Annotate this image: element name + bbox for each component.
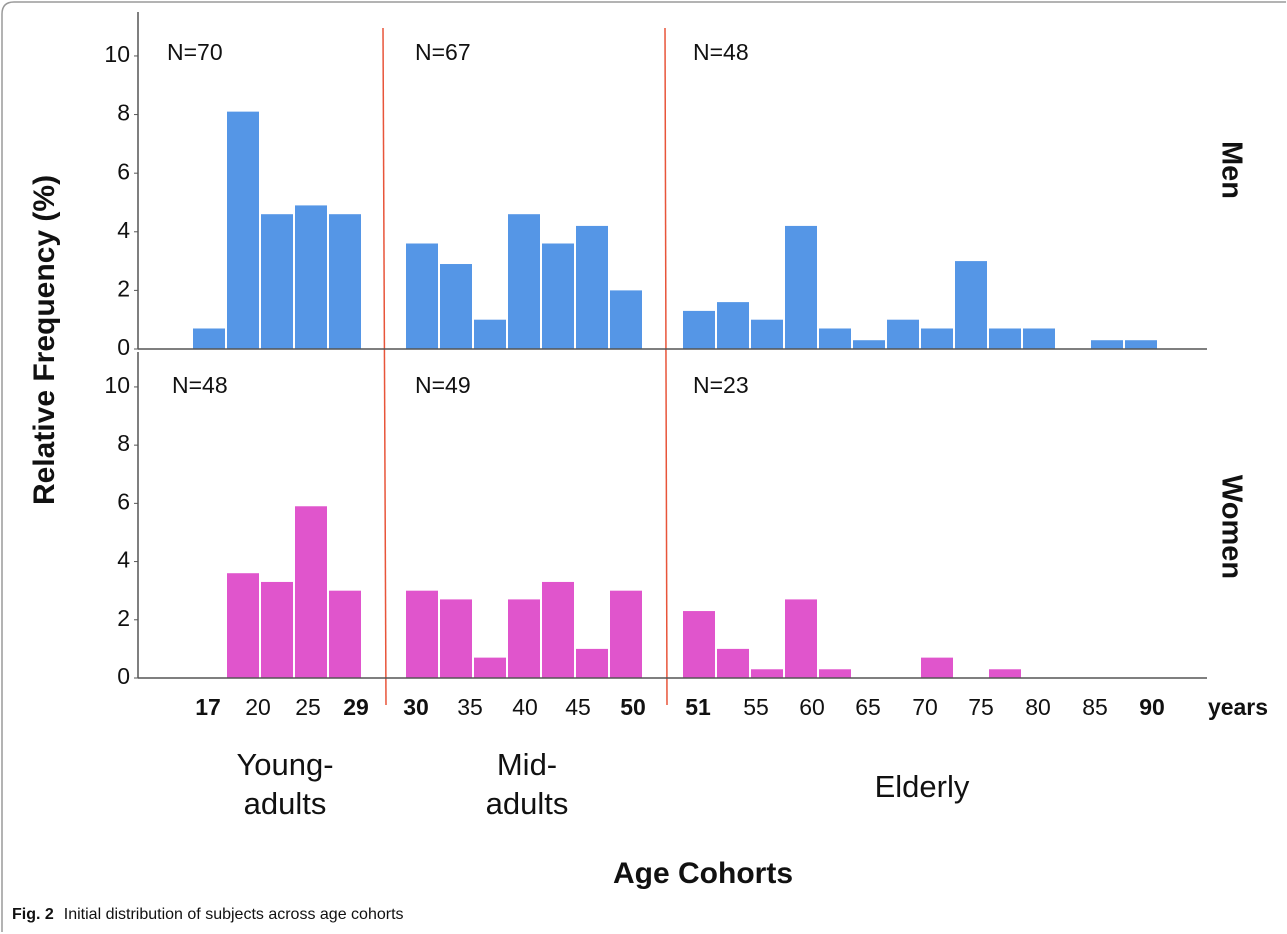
- caption-label: Fig. 2: [12, 906, 54, 923]
- y-tick-label: 10: [104, 41, 130, 67]
- bar: [261, 214, 293, 349]
- bar: [819, 328, 851, 349]
- bar: [853, 340, 885, 349]
- x-tick-label: 45: [565, 694, 591, 720]
- x-tick-label: 20: [245, 694, 271, 720]
- bar: [683, 611, 715, 678]
- bar: [921, 657, 953, 678]
- bar: [683, 310, 715, 349]
- bar: [717, 302, 749, 349]
- bar: [751, 319, 783, 349]
- x-axis-title: Age Cohorts: [613, 857, 793, 890]
- caption-text: Initial distribution of subjects across …: [64, 906, 404, 923]
- cohort-name: Mid-: [497, 747, 557, 782]
- x-tick-label: 55: [743, 694, 769, 720]
- bar: [406, 243, 438, 349]
- bar: [1091, 340, 1123, 349]
- y-axis-title: Relative Frequency (%): [28, 175, 61, 505]
- y-tick-label: 2: [117, 275, 130, 301]
- bar: [261, 581, 293, 678]
- bar: [474, 657, 506, 678]
- bar: [610, 290, 642, 349]
- x-tick-label: 50: [620, 694, 646, 720]
- y-tick-label: 6: [117, 488, 130, 514]
- y-tick-label: 8: [117, 430, 130, 456]
- bar: [576, 225, 608, 349]
- bar: [610, 590, 642, 678]
- bar: [955, 261, 987, 349]
- bar: [542, 243, 574, 349]
- n-label: N=48: [172, 372, 228, 398]
- bar: [329, 214, 361, 349]
- x-tick-label: 51: [685, 694, 711, 720]
- y-tick-label: 0: [117, 663, 130, 689]
- cohort-divider: [664, 27, 668, 706]
- x-tick-label: 29: [343, 694, 369, 720]
- cohort-name: adults: [486, 786, 569, 821]
- bar: [785, 225, 817, 349]
- bar: [785, 599, 817, 678]
- bar: [193, 328, 225, 349]
- bar: [1023, 328, 1055, 349]
- bar: [819, 669, 851, 678]
- cohort-name: adults: [244, 786, 327, 821]
- x-tick-label: 80: [1025, 694, 1051, 720]
- x-tick-label: 75: [968, 694, 994, 720]
- y-tick-label: 8: [117, 100, 130, 126]
- y-tick-label: 4: [117, 547, 130, 573]
- n-label: N=23: [693, 372, 749, 398]
- bar: [227, 111, 259, 349]
- x-unit: years: [1208, 694, 1268, 720]
- caption: Fig. 2 Initial distribution of subjects a…: [12, 906, 404, 923]
- x-tick-label: 85: [1082, 694, 1108, 720]
- cohort-name: Young-: [236, 747, 333, 782]
- x-tick-label: 90: [1139, 694, 1165, 720]
- bar: [751, 669, 783, 678]
- x-tick-label: 40: [512, 694, 538, 720]
- bar: [227, 573, 259, 678]
- y-tick-label: 0: [117, 334, 130, 360]
- bar: [989, 669, 1021, 678]
- x-tick-label: 35: [457, 694, 483, 720]
- y-tick-label: 4: [117, 217, 130, 243]
- bar: [295, 506, 327, 678]
- bar: [474, 319, 506, 349]
- bar: [295, 205, 327, 349]
- bar: [329, 590, 361, 678]
- y-tick-label: 6: [117, 158, 130, 184]
- bar: [508, 599, 540, 678]
- n-label: N=67: [415, 39, 471, 65]
- x-tick-label: 60: [799, 694, 825, 720]
- bar: [1125, 340, 1157, 349]
- n-label: N=70: [167, 39, 223, 65]
- bar: [887, 319, 919, 349]
- bar: [576, 648, 608, 678]
- n-label: N=49: [415, 372, 471, 398]
- cohort-divider: [382, 27, 387, 706]
- n-label: N=48: [693, 39, 749, 65]
- bar: [440, 599, 472, 678]
- bar: [508, 214, 540, 349]
- x-tick-label: 70: [912, 694, 938, 720]
- panel-label: Men: [1215, 141, 1247, 199]
- cohort-name: Elderly: [875, 769, 970, 804]
- y-tick-label: 2: [117, 605, 130, 631]
- bar: [440, 264, 472, 349]
- bar: [717, 648, 749, 678]
- panel-label: Women: [1215, 475, 1247, 579]
- bar: [921, 328, 953, 349]
- bar: [542, 581, 574, 678]
- x-tick-label: 65: [855, 694, 881, 720]
- y-tick-label: 10: [104, 372, 130, 398]
- bar: [406, 590, 438, 678]
- bar: [989, 328, 1021, 349]
- x-tick-label: 25: [295, 694, 321, 720]
- x-tick-label: 17: [195, 694, 221, 720]
- x-tick-label: 30: [403, 694, 429, 720]
